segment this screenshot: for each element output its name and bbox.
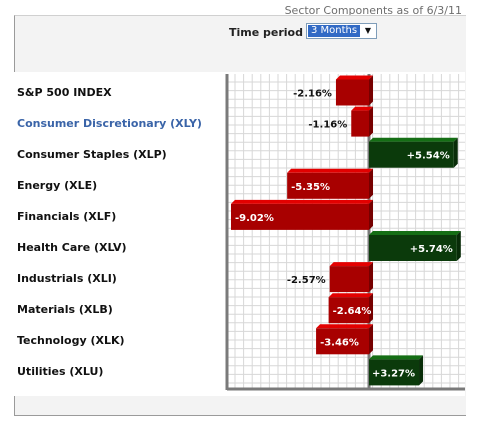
bar-top-face bbox=[329, 262, 373, 267]
time-period-selected-value: 3 Months bbox=[308, 25, 361, 37]
bar-data-label: +3.27% bbox=[372, 368, 415, 379]
bar-data-label: +5.74% bbox=[410, 244, 453, 255]
bar-side-face bbox=[369, 262, 373, 293]
bar bbox=[287, 172, 369, 199]
bar-data-label: -1.16% bbox=[308, 120, 347, 131]
bar-side-face bbox=[369, 324, 373, 355]
bar bbox=[351, 110, 369, 137]
bar bbox=[316, 328, 369, 355]
bar-side-face bbox=[453, 137, 458, 168]
bar-side-face bbox=[369, 75, 373, 106]
bar-side-face bbox=[369, 168, 373, 199]
bar-data-label: -3.46% bbox=[320, 337, 359, 348]
category-label-financials: Financials (XLF) bbox=[17, 209, 117, 223]
bar bbox=[369, 359, 420, 386]
time-period-label: Time period bbox=[229, 26, 303, 39]
category-label-utilities: Utilities (XLU) bbox=[17, 365, 104, 379]
category-label-materials: Materials (XLB) bbox=[17, 303, 113, 317]
bar-data-label: -2.16% bbox=[293, 89, 332, 100]
bar-top-face bbox=[369, 231, 461, 235]
bar-side-face bbox=[419, 355, 424, 386]
bar-side-face bbox=[369, 293, 373, 324]
category-label-consumer-staples: Consumer Staples (XLP) bbox=[17, 147, 167, 161]
bar-data-label: +5.54% bbox=[407, 151, 450, 162]
bar-side-face bbox=[369, 106, 373, 137]
bar-top-face bbox=[328, 293, 373, 298]
category-label-health-care: Health Care (XLV) bbox=[17, 241, 127, 254]
bar-side-face bbox=[456, 231, 461, 261]
bar-data-label: -9.02% bbox=[235, 213, 274, 224]
bar-top-face bbox=[316, 324, 373, 329]
bar bbox=[369, 235, 457, 261]
category-label-industrials: Industrials (XLI) bbox=[17, 272, 117, 286]
bar bbox=[369, 141, 454, 168]
bar-data-label: -2.57% bbox=[287, 275, 326, 286]
sector-components-caption: Sector Components as of 6/3/11 bbox=[284, 4, 462, 17]
bar-top-face bbox=[369, 137, 458, 142]
bar-top-face bbox=[231, 199, 373, 204]
bar bbox=[328, 297, 369, 324]
bar-top-face bbox=[351, 106, 373, 111]
bar bbox=[329, 266, 369, 293]
bar bbox=[231, 203, 369, 230]
time-period-select[interactable]: 3 Months ▼ bbox=[306, 23, 377, 39]
category-label-technology: Technology (XLK) bbox=[17, 334, 125, 348]
bar-data-label: -2.64% bbox=[333, 306, 372, 317]
bar-data-label: -5.35% bbox=[291, 182, 330, 193]
category-label-consumer-discretionary[interactable]: Consumer Discretionary (XLY) bbox=[17, 116, 202, 130]
bar-side-face bbox=[369, 199, 373, 230]
bar bbox=[335, 79, 369, 106]
bar-top-face bbox=[369, 355, 424, 360]
bar-top-face bbox=[335, 75, 373, 80]
category-label-sp500: S&P 500 INDEX bbox=[17, 85, 112, 99]
category-label-energy: Energy (XLE) bbox=[17, 178, 98, 192]
bar-top-face bbox=[287, 168, 373, 173]
chevron-down-icon[interactable]: ▼ bbox=[360, 24, 376, 38]
